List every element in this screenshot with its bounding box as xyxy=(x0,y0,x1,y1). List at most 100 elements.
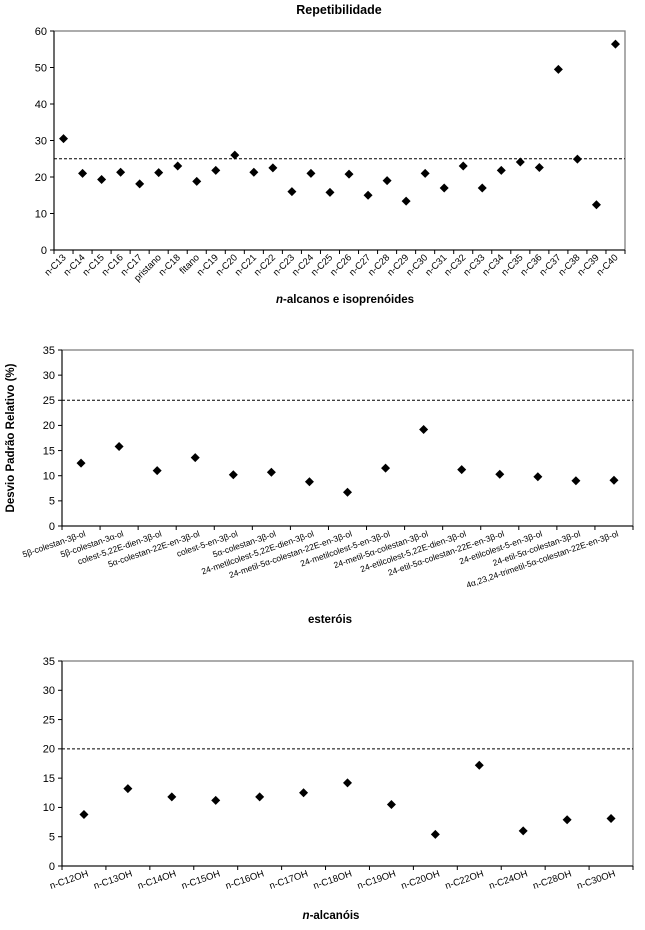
y-tick-label: 0 xyxy=(41,245,47,257)
data-point xyxy=(306,168,316,178)
data-point xyxy=(287,187,297,197)
y-tick-label: 5 xyxy=(49,496,55,508)
y-tick-label: 30 xyxy=(43,370,55,382)
x-tick-label: n-C17OH xyxy=(268,868,310,892)
x-tick-label: n-C19OH xyxy=(356,868,398,892)
data-point xyxy=(430,829,440,839)
data-point xyxy=(211,795,221,805)
chart-alkanes-isoprenoids: 0 10 20 30 40 50 60 n-C13 n-C14 n-C15 n-C16 n-C17 pr… xyxy=(0,0,645,330)
x-tick-label: n-C24OH xyxy=(488,868,530,892)
data-point xyxy=(116,167,126,177)
x-tick-label: n-C40 xyxy=(595,252,621,278)
y-tick-label: 5 xyxy=(49,832,55,844)
data-point xyxy=(268,163,278,173)
data-point xyxy=(76,458,86,468)
y-tick-label: 35 xyxy=(43,345,55,357)
x-tick-label: n-C18OH xyxy=(312,868,354,892)
chart-alkanols: 0 5 10 15 20 25 30 35 n-C12OH n-C13OH n-C14OH n-C15… xyxy=(0,645,645,930)
data-point xyxy=(419,424,429,434)
scatter-plot-alkanes: 0102030405060n-C13n-C14n-C15n-C16n-C17pr… xyxy=(35,3,626,306)
data-point xyxy=(474,760,484,770)
data-point xyxy=(97,175,107,185)
data-point xyxy=(381,463,391,473)
data-point xyxy=(78,168,88,178)
data-point xyxy=(325,187,335,197)
chart-title: Repetibilidade xyxy=(296,3,381,17)
data-point xyxy=(606,814,616,824)
scatter-plot-sterols: 051015202530355β-colestan-3β-ol5β-colest… xyxy=(5,345,634,626)
plot-area xyxy=(53,30,626,251)
data-point xyxy=(255,792,265,802)
data-point xyxy=(59,134,69,144)
data-point xyxy=(123,784,133,794)
data-point xyxy=(439,183,449,193)
data-point xyxy=(534,163,544,173)
x-tick-label: n-C18 xyxy=(157,252,183,278)
y-tick-label: 25 xyxy=(43,395,55,407)
y-axis-title: Desvio Padrão Relativo (%) xyxy=(5,363,17,512)
x-axis-title: n-alcanos e isoprenóides xyxy=(276,294,414,306)
y-tick-label: 60 xyxy=(35,26,47,38)
y-tick-label: 30 xyxy=(35,135,47,147)
data-point xyxy=(135,179,145,189)
data-point xyxy=(533,472,543,482)
y-tick-label: 20 xyxy=(43,744,55,756)
data-point xyxy=(154,168,164,178)
data-point xyxy=(152,466,162,476)
data-point xyxy=(343,487,352,497)
y-tick-label: 10 xyxy=(43,471,55,483)
y-tick-label: 30 xyxy=(43,685,55,697)
chart-sterols: 0 5 10 15 20 25 30 35 5β-colestan-3β-ol 5β-colest… xyxy=(0,330,645,645)
data-point xyxy=(114,442,124,452)
data-point xyxy=(610,39,620,49)
data-point xyxy=(386,800,396,809)
plot-area xyxy=(61,349,634,527)
y-tick-label: 20 xyxy=(43,420,55,432)
y-tick-label: 0 xyxy=(49,521,55,533)
data-point xyxy=(457,465,467,475)
x-tick-label: n-C16OH xyxy=(224,868,266,892)
data-point xyxy=(173,161,183,171)
x-axis-title: n-alcanóis xyxy=(303,910,360,922)
plot-area xyxy=(61,660,634,867)
data-point xyxy=(382,176,392,186)
data-point xyxy=(591,200,601,210)
data-point xyxy=(211,165,221,175)
data-point xyxy=(458,161,468,171)
data-point xyxy=(572,154,582,164)
x-tick-label: n-C20OH xyxy=(400,868,442,892)
data-point xyxy=(401,196,411,206)
data-point xyxy=(420,168,430,178)
y-tick-label: 15 xyxy=(43,445,55,457)
y-tick-label: 40 xyxy=(35,99,47,111)
x-tick-label: n-C28OH xyxy=(532,868,574,892)
y-tick-label: 35 xyxy=(43,656,55,668)
data-point xyxy=(496,165,506,175)
x-tick-label: n-C14OH xyxy=(136,868,178,892)
data-point xyxy=(562,815,572,825)
y-tick-label: 0 xyxy=(49,861,55,873)
data-point xyxy=(192,176,202,186)
data-point xyxy=(304,477,314,487)
data-point xyxy=(609,475,619,485)
data-point xyxy=(553,64,563,74)
x-tick-label: n-C13OH xyxy=(92,868,134,892)
data-point xyxy=(344,169,354,179)
data-point xyxy=(518,826,528,836)
y-tick-label: 15 xyxy=(43,773,55,785)
data-point xyxy=(79,809,89,819)
data-point xyxy=(477,183,487,193)
data-point xyxy=(228,470,238,480)
y-tick-label: 25 xyxy=(43,714,55,726)
y-tick-label: 50 xyxy=(35,62,47,74)
data-point xyxy=(266,467,276,477)
x-tick-label: n-C30OH xyxy=(575,868,617,892)
data-point xyxy=(343,778,352,788)
data-point xyxy=(495,469,505,479)
data-point xyxy=(299,788,309,798)
y-tick-label: 10 xyxy=(43,802,55,814)
y-tick-label: 10 xyxy=(35,208,47,220)
data-point xyxy=(571,476,581,486)
